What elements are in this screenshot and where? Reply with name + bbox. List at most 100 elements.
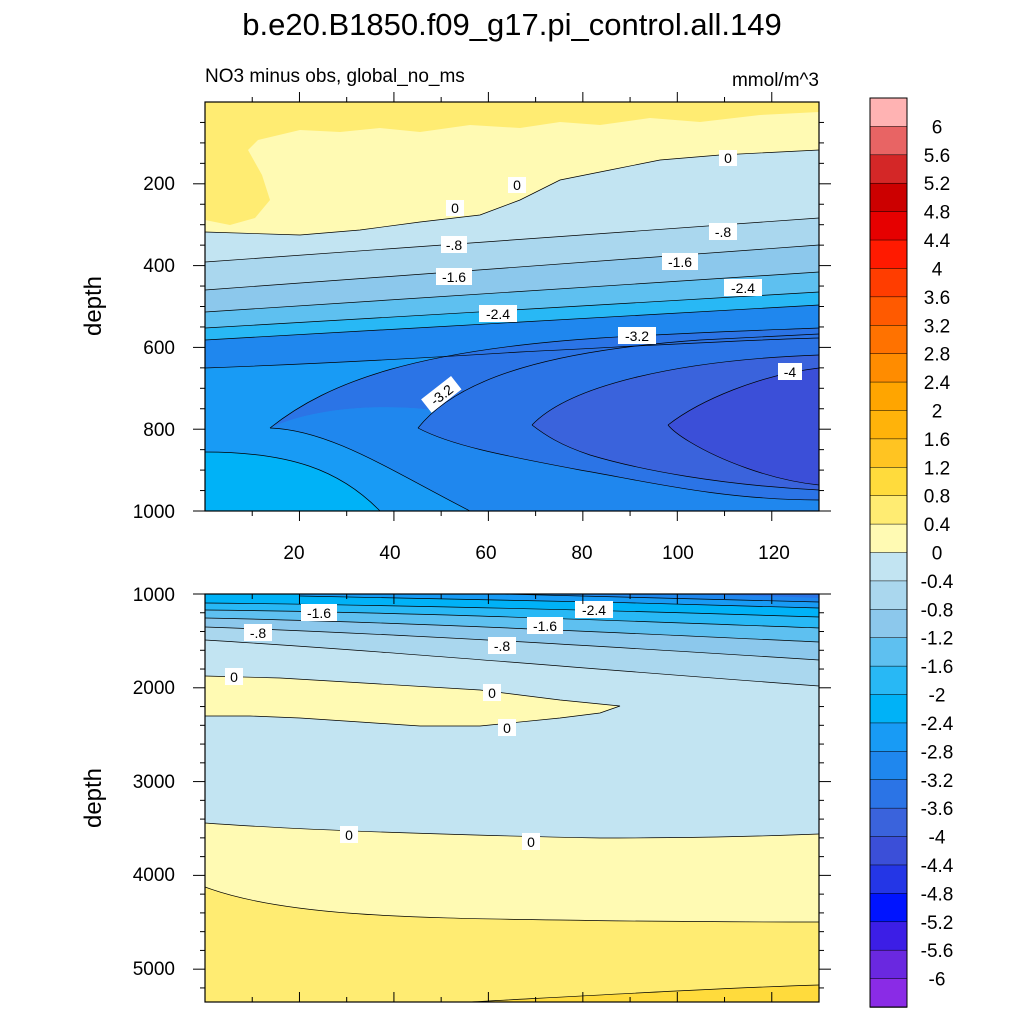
x-tick-label: 20 [283, 543, 304, 564]
colorbar: 6 5.6 5.2 4.8 4.4 4 3.6 3.2 2.8 2.4 2 1.6 1.2 0.8 0.4 0… [869, 97, 954, 1008]
colorbar-frame [869, 97, 908, 1008]
upper-y-tick-labels: 200 400 600 800 1000 [133, 174, 175, 523]
svg-text:0: 0 [488, 685, 496, 701]
svg-text:0: 0 [451, 200, 459, 216]
svg-text:-2.4: -2.4 [582, 602, 606, 618]
lower-contour-fills [205, 594, 819, 1002]
chart-subtitle: NO3 minus obs, global_no_ms [205, 66, 465, 87]
colorbar-label: 6 [932, 117, 943, 138]
svg-text:0: 0 [724, 150, 732, 166]
upper-panel: 0 0 0 -.8 -.8 -1.6 -1.6 -2.4 -2.4 -3.2 -… [80, 92, 831, 564]
x-tick-label: 80 [571, 543, 592, 564]
colorbar-label: 2.4 [924, 373, 951, 394]
contour-label: -1.6 [301, 604, 337, 621]
upper-y-axis-label: depth [80, 276, 107, 336]
colorbar-label: 5.2 [924, 174, 950, 195]
contour-label: -1.6 [662, 253, 698, 270]
contour-label: -1.6 [436, 268, 472, 285]
colorbar-swatch [869, 381, 908, 412]
lower-panel: -1.6 -2.4 -1.6 -.8 -.8 0 0 0 0 0 1000 20… [80, 585, 831, 1003]
colorbar-label: 4.8 [924, 203, 950, 224]
y-tick-label: 800 [143, 420, 175, 441]
contour-label: -.8 [709, 223, 737, 240]
colorbar-label: 1.6 [924, 430, 950, 451]
colorbar-swatch [869, 126, 908, 156]
contour-label: -2.4 [575, 601, 613, 618]
colorbar-swatch [869, 239, 908, 270]
colorbar-label: -1.2 [921, 629, 954, 650]
colorbar-labels: 6 5.6 5.2 4.8 4.4 4 3.6 3.2 2.8 2.4 2 1.6 1.2 0.8 0.4 0… [921, 117, 954, 990]
contour-label: -.8 [441, 236, 467, 253]
colorbar-swatch [869, 410, 908, 440]
svg-text:-.8: -.8 [494, 638, 511, 654]
fill-m3-6 [680, 594, 819, 598]
svg-text:-2.4: -2.4 [486, 306, 510, 322]
colorbar-label: -2.4 [921, 714, 954, 735]
svg-text:-3.2: -3.2 [625, 328, 649, 344]
colorbar-label: -4 [929, 828, 946, 849]
colorbar-label: -3.2 [921, 771, 954, 792]
lower-ticks [193, 593, 831, 1002]
colorbar-swatch [869, 779, 908, 809]
colorbar-label: 1.2 [924, 458, 950, 479]
svg-text:-2.4: -2.4 [731, 280, 755, 296]
y-tick-label: 4000 [133, 865, 175, 886]
colorbar-label: 2.8 [924, 345, 950, 366]
colorbar-swatch [869, 836, 908, 866]
colorbar-swatch [869, 467, 908, 497]
upper-contour-fills [205, 102, 819, 511]
fill-0-0-lens [205, 676, 620, 726]
fill-0-8 [470, 985, 819, 1002]
colorbar-swatch [869, 97, 908, 128]
y-tick-label: 600 [143, 338, 175, 359]
lower-contour-labels: -1.6 -2.4 -1.6 -.8 -.8 0 0 0 0 0 [225, 601, 613, 850]
contour-label: 0 [225, 668, 243, 685]
x-tick-label: 120 [758, 543, 790, 564]
colorbar-label: 0.4 [924, 515, 951, 536]
colorbar-swatch [869, 893, 908, 923]
colorbar-label: 5.6 [924, 146, 950, 167]
y-tick-label: 5000 [133, 959, 175, 980]
colorbar-swatch [869, 665, 908, 696]
colorbar-label: -0.8 [921, 600, 954, 621]
svg-text:-1.6: -1.6 [307, 605, 331, 621]
y-tick-label: 1000 [133, 585, 175, 606]
colorbar-swatch [869, 722, 908, 753]
lower-y-axis-label: depth [80, 768, 107, 828]
svg-text:-.8: -.8 [715, 224, 732, 240]
colorbar-label: -2.8 [921, 742, 954, 763]
contour-label: 0 [522, 833, 540, 850]
lower-plot-frame [204, 593, 820, 1003]
colorbar-swatch [869, 580, 908, 611]
colorbar-label: -6 [929, 970, 946, 991]
colorbar-swatch [869, 694, 908, 724]
colorbar-swatch [869, 864, 908, 895]
colorbar-swatch [869, 609, 908, 639]
colorbar-swatch [869, 751, 908, 781]
contour-label: 0 [498, 719, 516, 736]
y-tick-label: 1000 [133, 502, 175, 523]
colorbar-swatch [869, 325, 908, 355]
contour-label: -3.2 [618, 327, 656, 344]
contour-label: 0 [483, 684, 501, 701]
svg-text:-1.6: -1.6 [442, 269, 466, 285]
fill-0-0 [205, 102, 819, 235]
colorbar-swatch [869, 637, 908, 667]
colorbar-swatch [869, 523, 908, 554]
contour-label: -1.6 [527, 617, 563, 634]
colorbar-label: -1.6 [921, 657, 954, 678]
x-tick-label: 40 [379, 543, 400, 564]
colorbar-label: -2 [929, 686, 946, 707]
colorbar-label: -5.6 [921, 941, 954, 962]
svg-text:-4: -4 [784, 364, 797, 380]
colorbar-label: -3.6 [921, 799, 954, 820]
x-tick-label: 100 [662, 543, 694, 564]
colorbar-label: 3.6 [924, 288, 950, 309]
contour-label: -.8 [488, 637, 516, 654]
y-tick-label: 200 [143, 174, 175, 195]
colorbar-swatch [869, 154, 908, 184]
svg-text:-1.6: -1.6 [533, 618, 557, 634]
fill-m3-2 [500, 594, 819, 602]
chart-title: b.e20.B1850.f09_g17.pi_control.all.149 [242, 7, 782, 42]
contour-label: -.8 [244, 624, 272, 641]
